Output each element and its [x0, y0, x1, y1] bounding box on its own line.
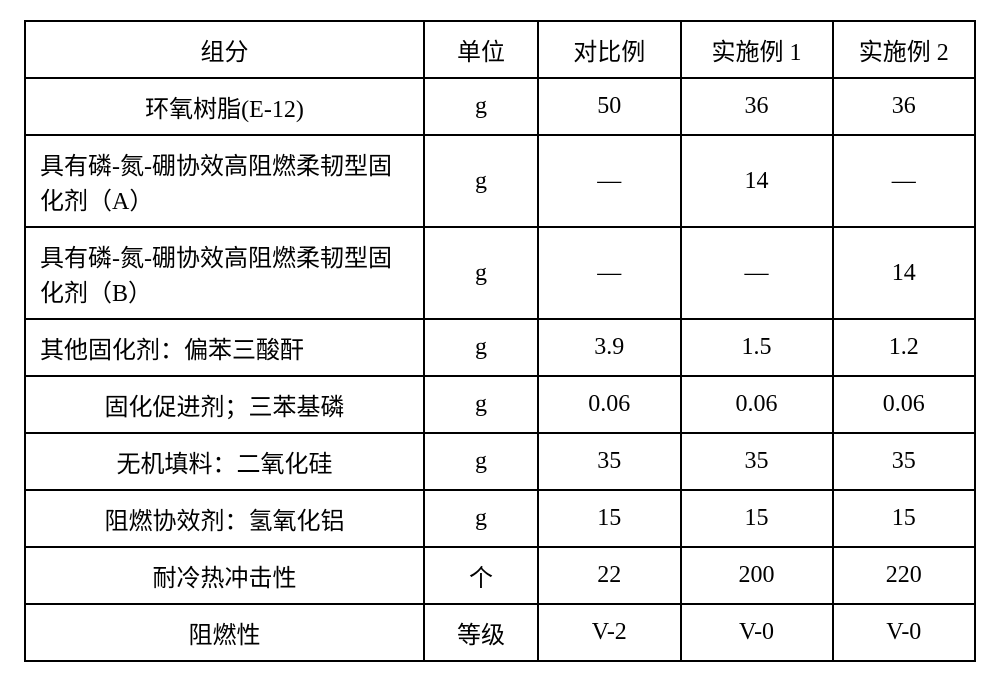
row-cell: 1.5 [681, 319, 833, 376]
row-cell: 15 [538, 490, 681, 547]
table-body: 环氧树脂(E-12)g503636具有磷-氮-硼协效高阻燃柔韧型固化剂（A）g—… [25, 78, 975, 661]
row-cell: 14 [681, 135, 833, 227]
composition-table: 组分 单位 对比例 实施例 1 实施例 2 环氧树脂(E-12)g503636具… [24, 20, 976, 662]
row-label: 固化促进剂；三苯基磷 [25, 376, 424, 433]
row-cell: V-0 [833, 604, 976, 661]
row-cell: 35 [833, 433, 976, 490]
row-cell: 36 [681, 78, 833, 135]
row-unit: g [424, 433, 538, 490]
table-row: 具有磷-氮-硼协效高阻燃柔韧型固化剂（A）g—14— [25, 135, 975, 227]
row-cell: 35 [681, 433, 833, 490]
col-header-component: 组分 [25, 21, 424, 78]
table-row: 环氧树脂(E-12)g503636 [25, 78, 975, 135]
row-unit: g [424, 490, 538, 547]
row-unit: 个 [424, 547, 538, 604]
row-cell: 200 [681, 547, 833, 604]
row-label: 阻燃性 [25, 604, 424, 661]
row-label: 具有磷-氮-硼协效高阻燃柔韧型固化剂（A） [25, 135, 424, 227]
row-cell: 1.2 [833, 319, 976, 376]
col-header-ex2: 实施例 2 [833, 21, 976, 78]
col-header-compare: 对比例 [538, 21, 681, 78]
row-cell: — [538, 227, 681, 319]
row-cell: 36 [833, 78, 976, 135]
col-header-ex1: 实施例 1 [681, 21, 833, 78]
table-row: 其他固化剂：偏苯三酸酐g3.91.51.2 [25, 319, 975, 376]
table-row: 阻燃性等级V-2V-0V-0 [25, 604, 975, 661]
row-unit: g [424, 227, 538, 319]
row-cell: 35 [538, 433, 681, 490]
row-label: 其他固化剂：偏苯三酸酐 [25, 319, 424, 376]
row-cell: 50 [538, 78, 681, 135]
row-cell: 15 [833, 490, 976, 547]
row-label: 具有磷-氮-硼协效高阻燃柔韧型固化剂（B） [25, 227, 424, 319]
row-label: 无机填料：二氧化硅 [25, 433, 424, 490]
row-cell: V-2 [538, 604, 681, 661]
row-unit: g [424, 135, 538, 227]
col-header-unit: 单位 [424, 21, 538, 78]
row-cell: V-0 [681, 604, 833, 661]
table-row: 阻燃协效剂：氢氧化铝g151515 [25, 490, 975, 547]
row-label: 环氧树脂(E-12) [25, 78, 424, 135]
table-container: 组分 单位 对比例 实施例 1 实施例 2 环氧树脂(E-12)g503636具… [0, 0, 1000, 682]
row-cell: 15 [681, 490, 833, 547]
row-cell: — [681, 227, 833, 319]
row-cell: 0.06 [538, 376, 681, 433]
row-cell: 220 [833, 547, 976, 604]
row-unit: g [424, 319, 538, 376]
row-cell: 0.06 [833, 376, 976, 433]
row-label: 阻燃协效剂：氢氧化铝 [25, 490, 424, 547]
row-cell: 22 [538, 547, 681, 604]
row-cell: 0.06 [681, 376, 833, 433]
table-header-row: 组分 单位 对比例 实施例 1 实施例 2 [25, 21, 975, 78]
row-cell: — [538, 135, 681, 227]
row-unit: g [424, 376, 538, 433]
table-row: 固化促进剂；三苯基磷g0.060.060.06 [25, 376, 975, 433]
table-row: 耐冷热冲击性个22200220 [25, 547, 975, 604]
row-cell: 14 [833, 227, 976, 319]
row-cell: 3.9 [538, 319, 681, 376]
row-unit: 等级 [424, 604, 538, 661]
table-row: 无机填料：二氧化硅g353535 [25, 433, 975, 490]
row-unit: g [424, 78, 538, 135]
row-label: 耐冷热冲击性 [25, 547, 424, 604]
row-cell: — [833, 135, 976, 227]
table-row: 具有磷-氮-硼协效高阻燃柔韧型固化剂（B）g——14 [25, 227, 975, 319]
